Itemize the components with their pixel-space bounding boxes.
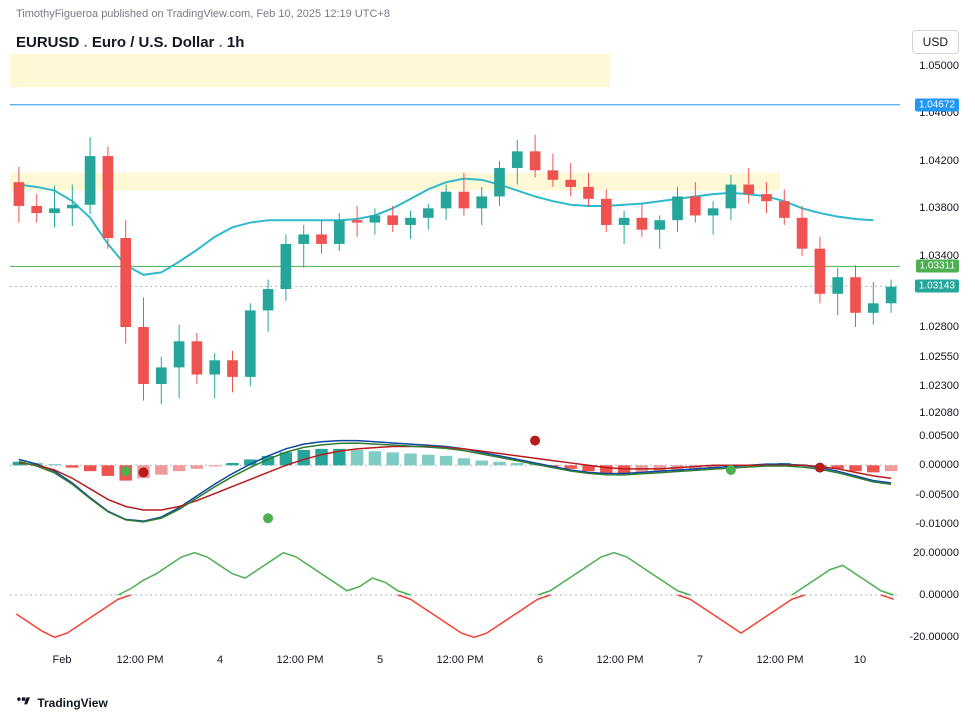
osc-tick: 0.00000 xyxy=(919,589,959,601)
site-name: TradingView.com xyxy=(166,8,250,20)
price-tag: 1.03311 xyxy=(916,260,959,273)
time-tick: 12:00 PM xyxy=(436,654,483,666)
publisher-name: TimothyFigueroa xyxy=(16,8,98,20)
price-chart[interactable] xyxy=(10,54,900,422)
macd-tick: 0.00000 xyxy=(919,459,959,471)
instrument-name: Euro / U.S. Dollar xyxy=(92,34,215,51)
sep2: . xyxy=(219,34,223,51)
macd-panel[interactable] xyxy=(10,430,900,530)
time-tick: Feb xyxy=(53,654,72,666)
interval-text: 1h xyxy=(227,34,245,51)
price-tick: 1.05000 xyxy=(919,60,959,72)
price-tag: 1.04672 xyxy=(915,98,959,111)
macd-axis: 0.00500 0.00000 -0.00500 -0.01000 xyxy=(901,430,959,530)
oscillator-axis: 20.00000 0.00000 -20.00000 xyxy=(901,540,959,650)
macd-tick: -0.01000 xyxy=(916,518,959,530)
time-tick: 12:00 PM xyxy=(116,654,163,666)
chart-title: EURUSD . Euro / U.S. Dollar . 1h xyxy=(16,34,244,51)
osc-tick: -20.00000 xyxy=(909,631,959,643)
time-tick: 7 xyxy=(697,654,703,666)
price-tick: 1.02800 xyxy=(919,321,959,333)
price-tick: 1.03800 xyxy=(919,202,959,214)
price-tick: 1.02300 xyxy=(919,380,959,392)
oscillator-panel[interactable] xyxy=(10,540,900,650)
currency-label: USD xyxy=(923,35,948,49)
price-tick: 1.02550 xyxy=(919,351,959,363)
price-tick: 1.04200 xyxy=(919,155,959,167)
time-tick: 12:00 PM xyxy=(596,654,643,666)
footer-brand: TradingView xyxy=(16,695,108,710)
time-axis: Feb 12:00 PM 4 12:00 PM 5 12:00 PM 6 12:00 PM 7 1… xyxy=(10,654,900,674)
time-tick: 10 xyxy=(854,654,866,666)
time-tick: 6 xyxy=(537,654,543,666)
time-tick: 5 xyxy=(377,654,383,666)
price-tick: 1.02080 xyxy=(919,407,959,419)
macd-tick: 0.00500 xyxy=(919,430,959,442)
footer-brand-text: TradingView xyxy=(37,696,107,710)
publish-header: TimothyFigueroa published on TradingView… xyxy=(16,8,390,20)
price-axis: 1.050001.046001.042001.038001.034001.028… xyxy=(901,54,959,422)
tradingview-logo-icon xyxy=(16,695,30,709)
currency-button[interactable]: USD xyxy=(912,30,959,54)
time-tick: 12:00 PM xyxy=(756,654,803,666)
time-tick: 4 xyxy=(217,654,223,666)
published-on-text: published on xyxy=(101,8,163,20)
price-tag: 1.03143 xyxy=(915,280,959,293)
sep1: . xyxy=(84,34,88,51)
osc-tick: 20.00000 xyxy=(913,547,959,559)
publish-date: Feb 10, 2025 12:19 UTC+8 xyxy=(256,8,390,20)
macd-tick: -0.00500 xyxy=(916,489,959,501)
time-tick: 12:00 PM xyxy=(276,654,323,666)
symbol-text: EURUSD xyxy=(16,34,79,51)
